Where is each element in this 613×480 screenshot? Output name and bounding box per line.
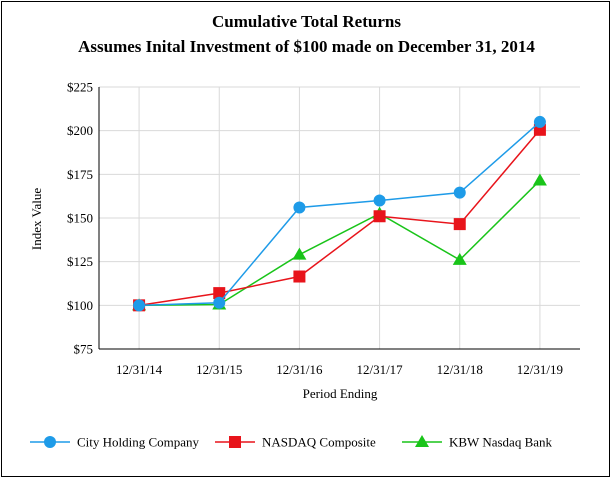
data-point xyxy=(293,270,306,283)
y-axis-label: Index Value xyxy=(29,188,44,250)
series-city-holding-company xyxy=(133,115,546,312)
legend-item: KBW Nasdaq Bank xyxy=(402,435,553,450)
data-point xyxy=(452,252,467,265)
x-tick-label: 12/31/17 xyxy=(356,362,403,377)
series-line xyxy=(139,121,541,307)
y-tick-label: $125 xyxy=(67,254,93,269)
series-line xyxy=(138,129,541,307)
legend-item: NASDAQ Composite xyxy=(215,435,376,450)
y-tick-label: $100 xyxy=(67,298,93,313)
y-tick-label: $150 xyxy=(67,211,93,226)
series-line xyxy=(139,179,541,307)
x-tick-label: 12/31/14 xyxy=(116,362,163,377)
legend-item: City Holding Company xyxy=(30,435,200,450)
legend-marker xyxy=(415,435,429,447)
data-point xyxy=(292,247,307,260)
plot-series xyxy=(132,115,547,312)
legend-marker xyxy=(44,436,56,448)
data-point xyxy=(532,173,547,186)
data-point xyxy=(213,287,226,300)
legend-label: KBW Nasdaq Bank xyxy=(449,435,553,450)
y-tick-label: $225 xyxy=(67,80,93,95)
x-tick-label: 12/31/15 xyxy=(196,362,242,377)
legend: City Holding Company NASDAQ Composite KBW … xyxy=(30,435,553,450)
y-tick-label: $75 xyxy=(74,342,94,357)
chart-subtitle: Assumes Inital Investment of $100 made o… xyxy=(78,37,535,56)
tick-labels: $75 $100 $125 $150 $175 $200 $225 12/31/14 12/31… xyxy=(67,80,563,378)
data-point xyxy=(453,218,466,231)
data-point xyxy=(373,210,386,223)
legend-label: City Holding Company xyxy=(77,435,200,450)
data-point xyxy=(293,201,306,214)
data-point xyxy=(133,299,146,312)
data-point xyxy=(533,115,546,128)
x-tick-label: 12/31/18 xyxy=(437,362,483,377)
data-point xyxy=(453,186,466,199)
data-point xyxy=(373,194,386,207)
data-point xyxy=(213,296,226,309)
legend-label: NASDAQ Composite xyxy=(262,435,376,450)
legend-marker xyxy=(229,436,241,448)
grid xyxy=(98,86,580,350)
chart-title: Cumulative Total Returns xyxy=(212,12,401,31)
y-tick-label: $175 xyxy=(67,167,93,182)
x-tick-label: 12/31/16 xyxy=(276,362,323,377)
x-tick-label: 12/31/19 xyxy=(517,362,563,377)
x-axis-label: Period Ending xyxy=(303,386,378,401)
y-tick-label: $200 xyxy=(67,123,93,138)
